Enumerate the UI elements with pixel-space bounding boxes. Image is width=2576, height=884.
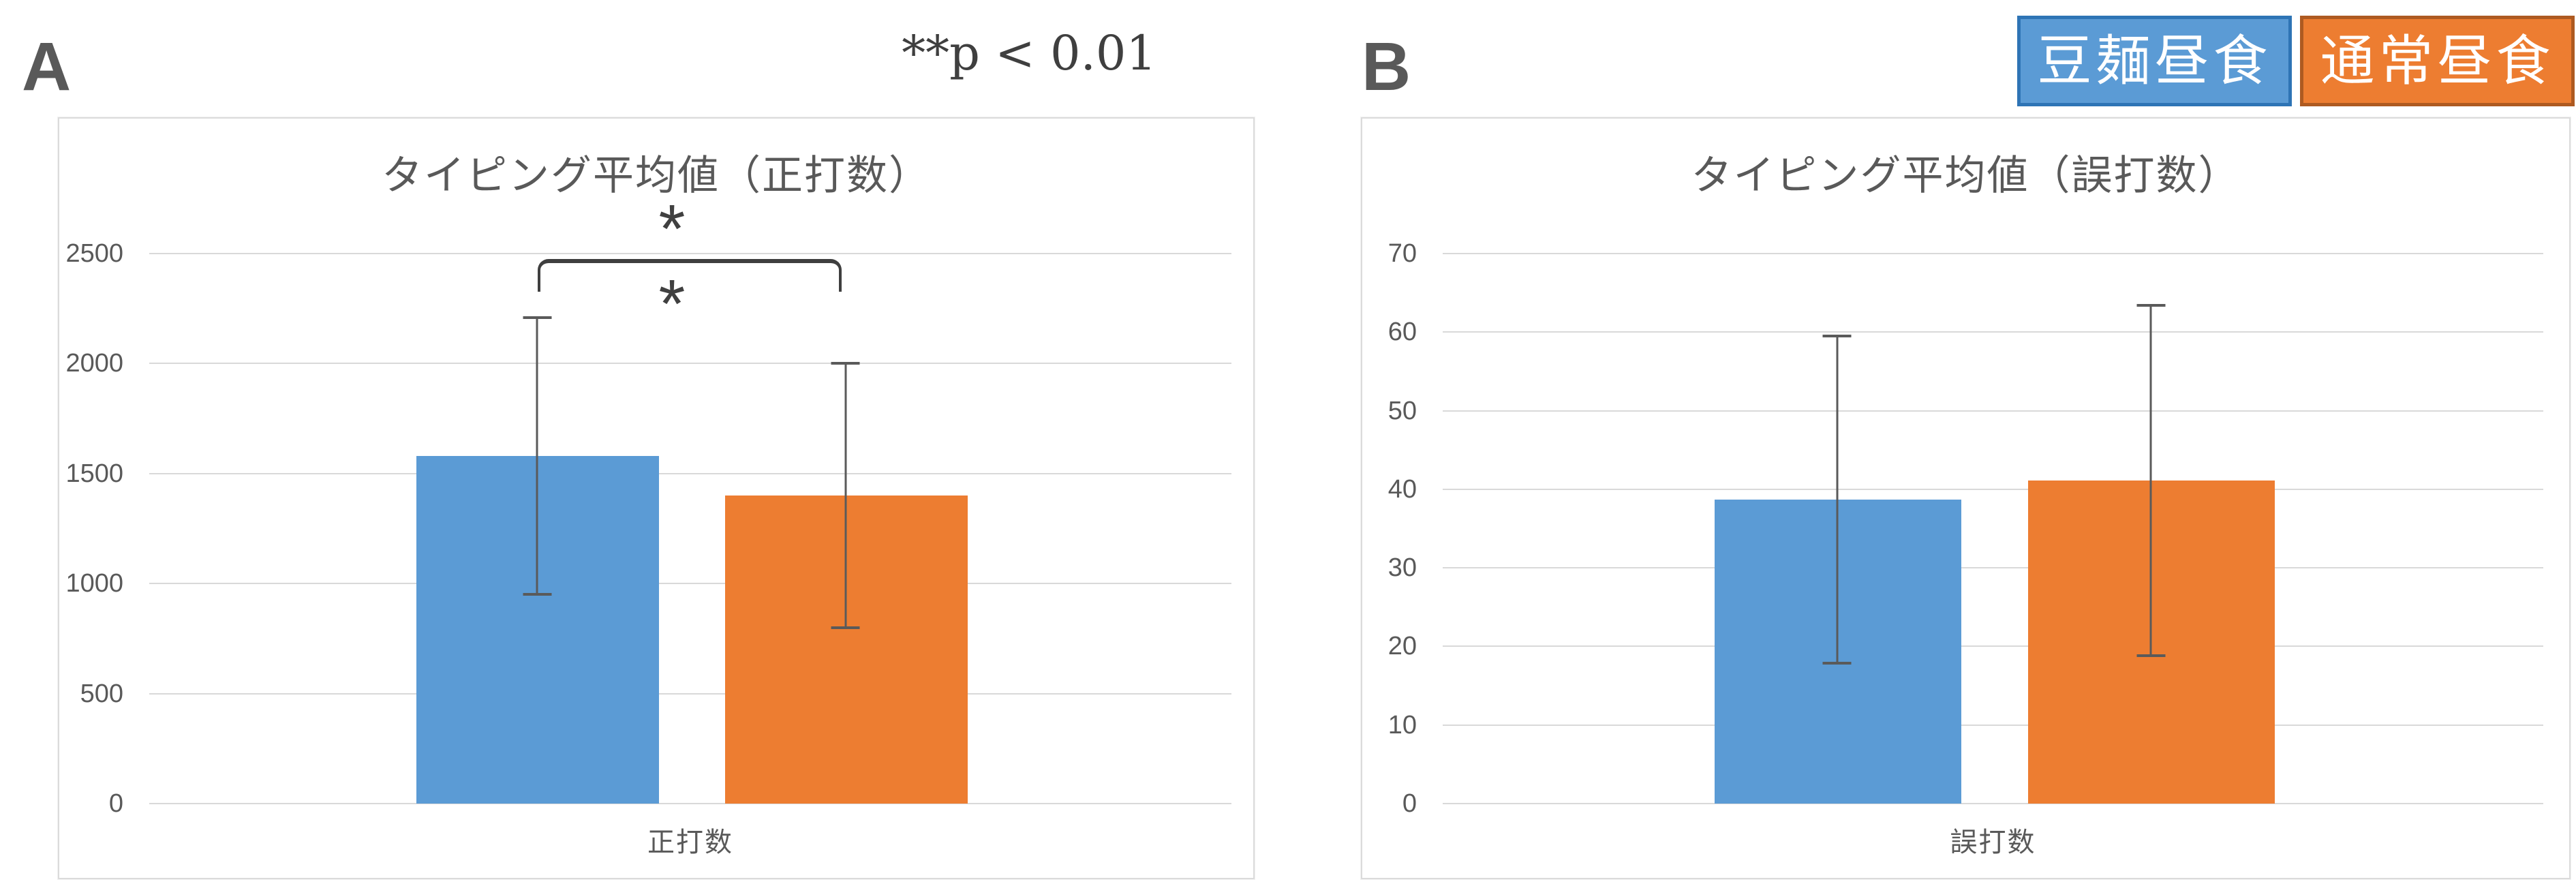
- y-tick-label: 0: [108, 789, 123, 818]
- gridline: [1443, 645, 2543, 647]
- gridline: [149, 692, 1231, 695]
- error-bar-通常昼食: [2149, 305, 2152, 656]
- y-tick-label: 1500: [65, 459, 123, 488]
- y-tick-label: 20: [1387, 632, 1417, 661]
- legend-item-orange: 通常昼食: [2300, 16, 2575, 106]
- error-bar-豆麺昼食: [536, 317, 538, 595]
- gridline: [149, 583, 1231, 585]
- legend-label-orange: 通常昼食: [2320, 30, 2555, 91]
- panel-a-label: A: [22, 29, 72, 105]
- y-tick-label: 1000: [65, 569, 123, 598]
- y-tick-label: 30: [1387, 553, 1417, 583]
- gridline: [1443, 253, 2543, 254]
- chart-a-category-label: 正打数: [647, 827, 733, 857]
- gridline: [1443, 803, 2543, 804]
- legend-item-blue: 豆麺昼食: [2017, 16, 2292, 106]
- significance-note: **p < 0.01: [902, 25, 1156, 81]
- significance-bracket: [538, 259, 842, 292]
- y-tick-label: 40: [1387, 474, 1417, 504]
- gridline: [149, 803, 1231, 804]
- error-bar-豆麺昼食: [1836, 336, 1839, 663]
- chart-panel-a: タイピング平均値（正打数） 0 500 1000 1500 2000 2500 正打数 *…: [58, 117, 1255, 879]
- gridline: [1443, 410, 2543, 412]
- chart-b-title: タイピング平均値（誤打数）: [1691, 153, 2241, 198]
- y-tick-label: 10: [1387, 710, 1417, 740]
- chart-b-category-label: 誤打数: [1950, 827, 2036, 857]
- gridline: [149, 363, 1231, 365]
- legend: 豆麺昼食 通常昼食: [2017, 16, 2575, 106]
- gridline: [1443, 567, 2543, 569]
- gridline: [149, 253, 1231, 254]
- y-tick-label: 500: [80, 679, 123, 708]
- gridline: [149, 472, 1231, 474]
- chart-a-y-axis-ticks: 0 500 1000 1500 2000 2500: [47, 241, 123, 817]
- significance-asterisk-upper: *: [658, 191, 686, 267]
- gridline: [1443, 331, 2543, 333]
- chart-b-y-axis-ticks: 0 10 20 30 40 50 60 70: [1340, 241, 1417, 817]
- gridline: [1443, 488, 2543, 490]
- chart-panel-b: タイピング平均値（誤打数） 0 10 20 30 40 50 60 70 誤打数: [1361, 117, 2571, 879]
- y-tick-label: 70: [1387, 239, 1417, 268]
- y-tick-label: 0: [1402, 789, 1417, 818]
- y-tick-label: 50: [1387, 396, 1417, 425]
- chart-a-plot-area: 0 500 1000 1500 2000 2500 正打数: [65, 241, 1231, 857]
- significance-asterisk-lower: *: [658, 266, 686, 342]
- chart-a-title: タイピング平均値（正打数）: [382, 153, 931, 198]
- y-tick-label: 60: [1387, 318, 1417, 347]
- y-tick-label: 2500: [65, 239, 123, 268]
- error-bar-通常昼食: [844, 363, 847, 628]
- gridline: [1443, 724, 2543, 726]
- chart-b-plot-area: 0 10 20 30 40 50 60 70 誤打数: [1388, 241, 2543, 857]
- y-tick-label: 2000: [65, 349, 123, 378]
- legend-label-blue: 豆麺昼食: [2037, 30, 2272, 91]
- panel-b-label: B: [1362, 29, 1411, 105]
